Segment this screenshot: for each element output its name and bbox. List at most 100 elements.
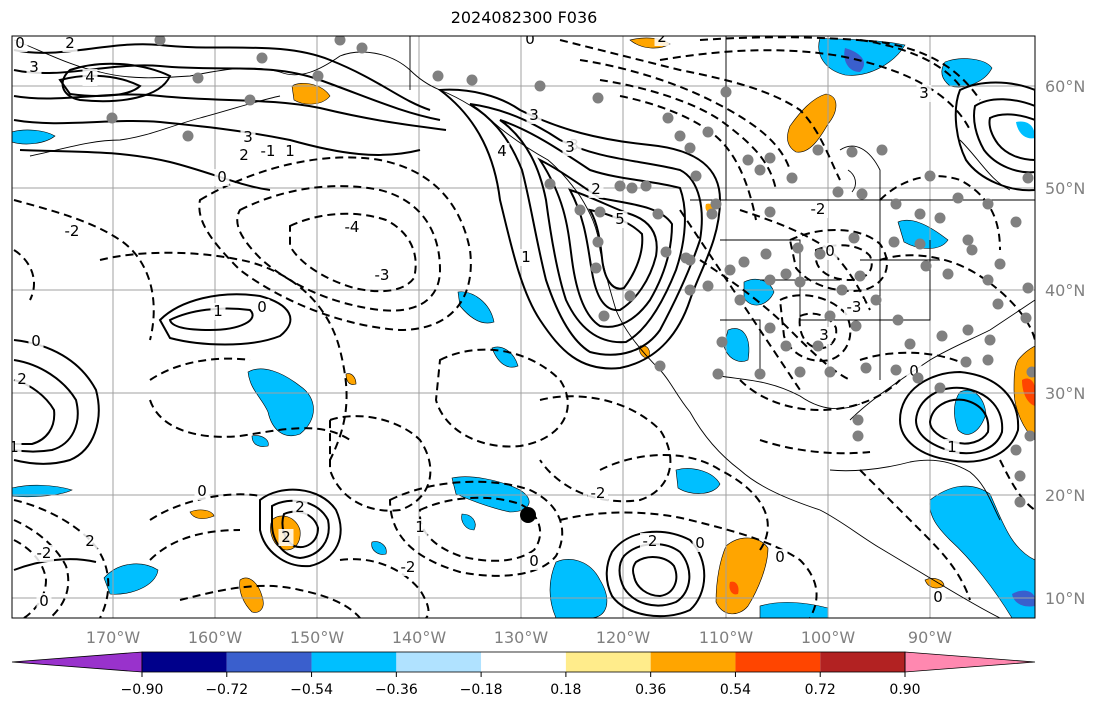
colorbar-segment xyxy=(481,652,566,672)
contour-label: 2 xyxy=(657,28,667,46)
station-dot xyxy=(984,334,996,346)
contour-labels: 02343210-2-4-310021-202-210-20345132023-… xyxy=(12,28,960,610)
station-dot xyxy=(794,366,806,378)
colorbar-segment xyxy=(142,652,227,672)
lat-label-50n: 50°N xyxy=(1045,179,1085,198)
station-dot xyxy=(892,314,904,326)
colorbar-segment xyxy=(311,652,397,672)
contour-label: 0 xyxy=(933,588,943,606)
station-dot xyxy=(836,284,848,296)
colorbar-tick-label: 0.36 xyxy=(635,682,666,698)
station-dot xyxy=(1022,172,1034,184)
lon-label-120w: 120°W xyxy=(596,628,651,647)
colorbar-tick-label: −0.18 xyxy=(460,682,503,698)
station-dot xyxy=(754,164,766,176)
station-dot xyxy=(994,258,1006,270)
lon-label-90w: 90°W xyxy=(908,628,952,647)
contour-label: -3 xyxy=(847,298,862,316)
contour-label: 0 xyxy=(825,242,835,260)
contour-label: -2 xyxy=(65,222,80,240)
station-dot xyxy=(716,336,728,348)
station-dot xyxy=(356,42,368,54)
station-dot xyxy=(792,242,804,254)
colorbar-tick-label: 0.72 xyxy=(805,682,836,698)
contour-label: 2 xyxy=(239,146,249,164)
contour-label: -3 xyxy=(375,266,390,284)
station-dot xyxy=(1014,470,1026,482)
contour-label: 4 xyxy=(497,142,507,160)
station-dot xyxy=(592,92,604,104)
contour-label: 4 xyxy=(85,68,95,86)
station-dot xyxy=(654,360,666,372)
station-dot xyxy=(702,280,714,292)
station-dot xyxy=(924,170,936,182)
lat-label-60n: 60°N xyxy=(1045,77,1085,96)
station-dot xyxy=(1026,366,1035,378)
station-dot xyxy=(904,338,916,350)
contour-label: -1 xyxy=(261,142,276,160)
contour-label: 1 xyxy=(285,142,295,160)
station-dot xyxy=(734,294,746,306)
lat-label-30n: 30°N xyxy=(1045,384,1085,403)
station-dot xyxy=(574,204,586,216)
colorbar-extend-min xyxy=(11,651,143,673)
station-dot xyxy=(256,52,268,64)
station-dot xyxy=(962,324,974,336)
station-dot xyxy=(852,414,864,426)
colorbar-tick-label: −0.54 xyxy=(290,682,333,698)
station-dot xyxy=(432,70,444,82)
contour-label: 0 xyxy=(775,548,785,566)
contour-label: 2 xyxy=(17,370,27,388)
station-dots xyxy=(106,36,1035,508)
station-dot xyxy=(594,206,606,218)
station-dot xyxy=(786,172,798,184)
colorbar-tick-label: 0.90 xyxy=(889,682,920,698)
colorbar-tick-label: −0.36 xyxy=(375,682,418,698)
station-dot xyxy=(962,234,974,246)
contour-label: 0 xyxy=(217,168,227,186)
contours-negative xyxy=(13,36,1035,618)
station-dot xyxy=(466,74,478,86)
contour-label: 1 xyxy=(415,518,425,536)
station-dot xyxy=(592,236,604,248)
contour-label: 3 xyxy=(29,58,39,76)
station-dot xyxy=(832,186,844,198)
station-dot xyxy=(966,244,978,256)
station-dot xyxy=(192,72,204,84)
station-dot xyxy=(934,382,946,394)
station-dot xyxy=(660,246,672,258)
station-dot xyxy=(334,36,346,46)
contour-label: 3 xyxy=(819,326,829,344)
station-dot xyxy=(982,354,994,366)
colorbar-tick-label: 0.18 xyxy=(550,682,581,698)
station-dot xyxy=(244,94,256,106)
station-dot xyxy=(598,310,610,322)
lon-label-140w: 140°W xyxy=(392,628,447,647)
colorbar-segment xyxy=(650,652,736,672)
contour-label: 0 xyxy=(39,592,49,610)
colorbar-segment xyxy=(565,652,651,672)
station-dot xyxy=(742,154,754,166)
station-dot xyxy=(684,142,696,154)
station-dot xyxy=(1010,216,1022,228)
station-dot xyxy=(960,356,972,368)
station-dot xyxy=(712,368,724,380)
contour-label: 2 xyxy=(281,528,291,546)
colorbar-tick-label: −0.72 xyxy=(205,682,248,698)
colorbar-segment xyxy=(735,652,821,672)
station-dot xyxy=(890,364,902,376)
colorbar-segment xyxy=(226,652,312,672)
contour-label: 0 xyxy=(257,298,267,316)
station-dot xyxy=(760,248,772,260)
station-dot xyxy=(684,254,696,266)
station-dot xyxy=(662,112,674,124)
station-dot xyxy=(846,146,858,158)
station-dot xyxy=(848,232,860,244)
lon-label-130w: 130°W xyxy=(494,628,549,647)
station-dot xyxy=(912,372,924,384)
station-dot xyxy=(690,170,702,182)
lon-label-100w: 100°W xyxy=(801,628,856,647)
contour-label: 2 xyxy=(65,34,75,52)
station-dot xyxy=(934,212,946,224)
station-dot xyxy=(850,320,862,332)
